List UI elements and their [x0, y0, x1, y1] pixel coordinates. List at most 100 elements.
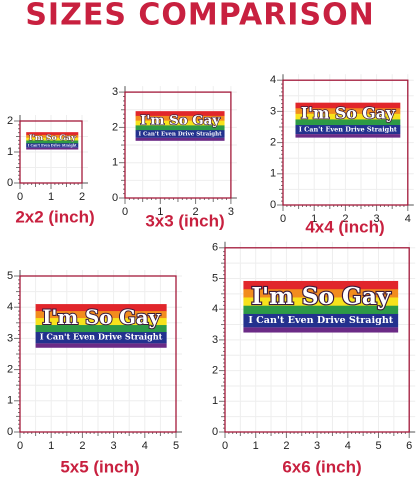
ruler-label: 4: [212, 303, 218, 315]
stripe: [26, 140, 79, 144]
ruler-label: 3: [212, 334, 218, 346]
ruler-label: 2: [193, 206, 199, 218]
ruler-label: 6: [212, 242, 218, 254]
size-box: [224, 247, 410, 433]
ruler-label: 0: [222, 440, 228, 452]
stripe: [243, 289, 399, 298]
stripe: [243, 280, 399, 290]
ruler-label: 3: [7, 332, 13, 344]
stripe: [26, 137, 79, 141]
ruler-label: 5: [173, 440, 179, 452]
sticker-line-1: I'm So Gay: [29, 133, 76, 142]
ruler-label: 5: [7, 270, 13, 282]
ruler-label: 4: [345, 440, 351, 452]
ruler-label: 1: [253, 440, 259, 452]
sticker-line-1: I'm So Gay: [140, 112, 221, 128]
sticker: I'm So Gay I Can't Even Drive Straight: [135, 111, 225, 141]
size-panel: 00 1 1 2 2 3 3 4 4 5 5 6 6 I'm So Gay I Can't Even Dri…: [212, 242, 416, 476]
ruler-label: 3: [314, 440, 320, 452]
size-box: [124, 91, 232, 199]
stripe: [135, 115, 225, 122]
ruler-label: 1: [157, 206, 163, 218]
title: SIZES COMPARISON: [25, 0, 374, 33]
ruler-label: 4: [142, 440, 148, 452]
ruler-label: 3: [111, 440, 117, 452]
ruler-label: 0: [280, 213, 286, 225]
stripe: [243, 313, 399, 328]
size-label: 4x4 (inch): [305, 217, 384, 236]
ruler-label: 2: [342, 213, 348, 225]
stripe: [26, 132, 79, 136]
sticker: I'm So Gay I Can't Even Drive Straight: [243, 280, 399, 333]
ruler-label: 0: [212, 426, 218, 438]
size-panel: 00 1 1 2 2 3 3 4 4 I'm So Gay I Can't Even Drive S…: [270, 74, 414, 236]
ruler-label: 2: [270, 137, 276, 149]
stripe: [26, 143, 79, 148]
sticker-line-1: I'm So Gay: [301, 104, 396, 123]
ruler-label: 4: [405, 213, 411, 225]
ruler-label: 2: [283, 440, 289, 452]
sticker: I'm So Gay I Can't Even Drive Straight: [26, 132, 79, 150]
stripe: [295, 108, 401, 115]
ruler-label: 2: [79, 440, 85, 452]
stripe: [295, 113, 401, 120]
stripe: [35, 318, 167, 326]
ruler-label: 4: [270, 74, 276, 86]
stripe: [243, 297, 399, 307]
stripe: [35, 343, 167, 348]
ruler-label: 0: [270, 199, 276, 211]
stripe: [135, 130, 225, 138]
stripe: [135, 137, 225, 141]
size-label: 3x3 (inch): [145, 211, 224, 230]
sticker: I'm So Gay I Can't Even Drive Straight: [295, 102, 401, 138]
ruler-label: 2: [112, 121, 118, 133]
ruler-label: 1: [7, 146, 13, 158]
ruler-label: 1: [270, 168, 276, 180]
size-panel: 00 1 1 2 2 I'm So Gay I Can't Even Drive Strai…: [7, 115, 95, 227]
stripe: [35, 311, 167, 319]
stripe: [243, 305, 399, 315]
size-label: 2x2 (inch): [15, 207, 94, 226]
stripe: [35, 304, 167, 312]
ruler-label: 3: [270, 105, 276, 117]
stripe: [26, 134, 79, 139]
stripe: [295, 125, 401, 135]
ruler-label: 1: [48, 191, 54, 203]
ruler-label: 0: [7, 426, 13, 438]
sticker-line-2: I Can't Even Drive Straight: [299, 126, 397, 134]
sticker-line-2: I Can't Even Drive Straight: [248, 315, 393, 326]
sticker-line-2: I Can't Even Drive Straight: [28, 144, 77, 148]
size-box: [19, 120, 83, 184]
ruler-label: 2: [79, 191, 85, 203]
ruler-label: 5: [375, 440, 381, 452]
stripe: [243, 327, 399, 333]
ruler-label: 0: [17, 440, 23, 452]
stripe: [135, 125, 225, 131]
ruler-label: 0: [112, 192, 118, 204]
sticker: I'm So Gay I Can't Even Drive Straight: [35, 304, 167, 348]
ruler-label: 1: [112, 157, 118, 169]
ruler-label: 3: [112, 86, 118, 98]
ruler-label: 2: [7, 364, 13, 376]
sticker-line-2: I Can't Even Drive Straight: [138, 131, 222, 137]
sticker-line-1: I'm So Gay: [42, 306, 160, 329]
size-box: [19, 275, 177, 433]
ruler-label: 3: [228, 206, 234, 218]
ruler-label: 1: [212, 395, 218, 407]
size-panel: 00 1 1 2 2 3 3 4 4 5 5 I'm So Gay I Can't Even Drive…: [7, 270, 182, 476]
sticker-line-2: I Can't Even Drive Straight: [40, 332, 163, 342]
ruler-label: 6: [406, 440, 412, 452]
ruler-label: 1: [7, 395, 13, 407]
ruler-label: 3: [374, 213, 380, 225]
sticker-line-1: I'm So Gay: [251, 283, 392, 310]
size-label: 5x5 (inch): [60, 457, 139, 476]
size-box: [282, 79, 409, 206]
ruler-label: 2: [212, 365, 218, 377]
stripe: [135, 120, 225, 126]
size-label: 6x6 (inch): [282, 457, 361, 476]
ruler-label: 4: [7, 301, 13, 313]
stripe: [135, 111, 225, 117]
stripe: [35, 325, 167, 333]
stripe: [295, 134, 401, 138]
